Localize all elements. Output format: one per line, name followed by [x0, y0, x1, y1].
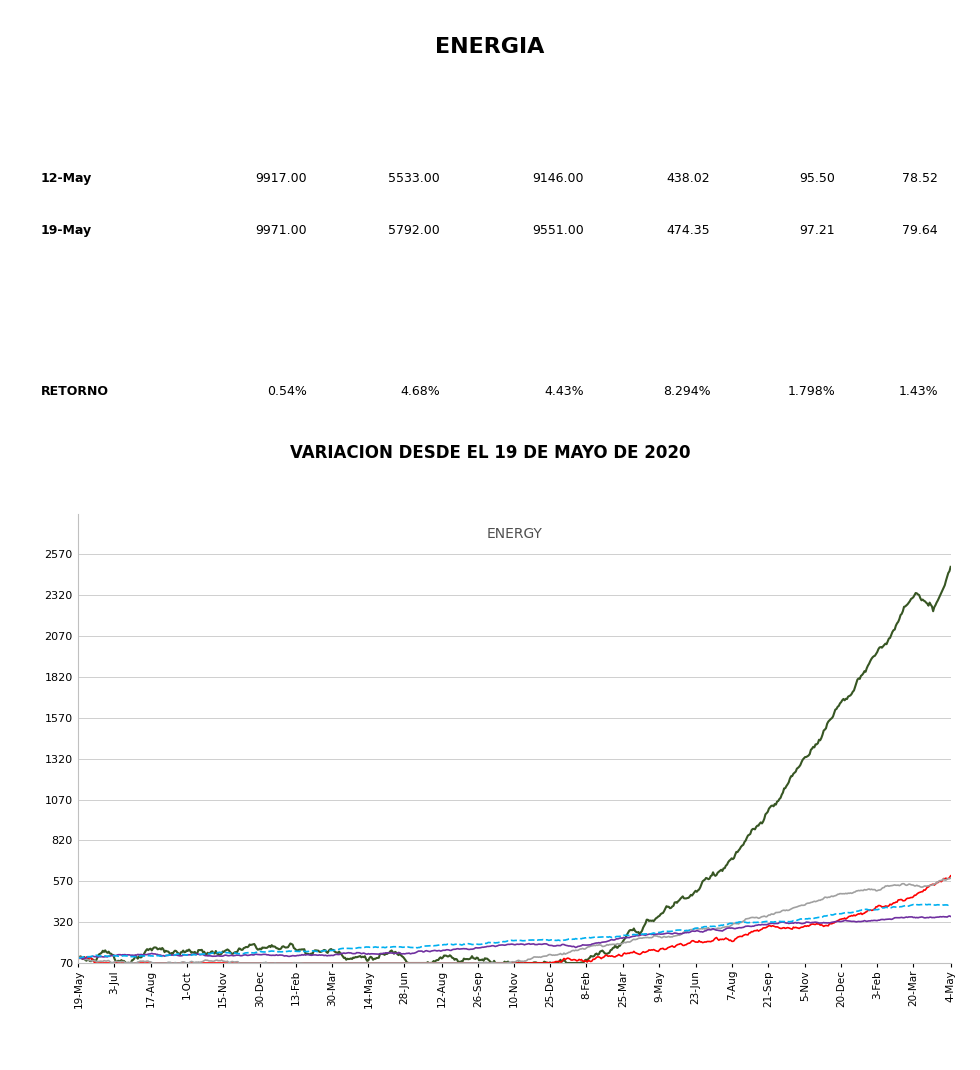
Text: CCL: CCL [645, 126, 670, 139]
Text: 5533.00: 5533.00 [388, 172, 440, 185]
Text: VIST: VIST [231, 339, 262, 352]
Text: CVX: CVX [510, 339, 536, 352]
Text: PBR: PBR [371, 339, 398, 352]
Text: 9551.00: 9551.00 [532, 224, 584, 236]
Text: 1.798%: 1.798% [788, 385, 835, 398]
Text: CER: CER [770, 126, 796, 139]
Text: 1.43%: 1.43% [899, 385, 938, 398]
Text: CVX: CVX [510, 126, 536, 139]
Text: 474.35: 474.35 [666, 224, 710, 236]
Text: 9146.00: 9146.00 [532, 172, 584, 185]
Text: 438.02: 438.02 [666, 172, 710, 185]
Text: 5792.00: 5792.00 [388, 224, 440, 236]
Text: ENERGIA: ENERGIA [435, 37, 545, 58]
Text: 9971.00: 9971.00 [256, 224, 308, 236]
Text: PBR: PBR [371, 126, 398, 139]
Text: ENERGY: ENERGY [486, 528, 543, 541]
Text: 4.43%: 4.43% [544, 385, 584, 398]
Text: FECHA: FECHA [47, 126, 90, 139]
Text: 97.21: 97.21 [800, 224, 835, 236]
Text: 12-May: 12-May [41, 172, 92, 185]
Text: 95.50: 95.50 [800, 172, 835, 185]
Text: 9917.00: 9917.00 [256, 172, 308, 185]
Text: VALORES DE CIERRE: VALORES DE CIERRE [367, 85, 508, 97]
Text: VARIACION DESDE EL 19 DE MAYO DE 2020: VARIACION DESDE EL 19 DE MAYO DE 2020 [290, 444, 690, 462]
Text: 0.54%: 0.54% [268, 385, 308, 398]
Text: VARIACION %: VARIACION % [391, 297, 484, 310]
Text: VIST: VIST [231, 126, 262, 139]
Text: CER: CER [770, 339, 796, 352]
Text: 8.294%: 8.294% [662, 385, 710, 398]
Text: RETORNO: RETORNO [41, 385, 109, 398]
Text: 78.52: 78.52 [903, 172, 938, 185]
Text: SECTOR
XLE: SECTOR XLE [872, 96, 924, 126]
Text: SECTOR
XLE: SECTOR XLE [872, 309, 924, 339]
Text: 19-May: 19-May [41, 224, 92, 236]
Text: CCL: CCL [645, 339, 670, 352]
Text: 4.68%: 4.68% [400, 385, 440, 398]
Text: 79.64: 79.64 [903, 224, 938, 236]
